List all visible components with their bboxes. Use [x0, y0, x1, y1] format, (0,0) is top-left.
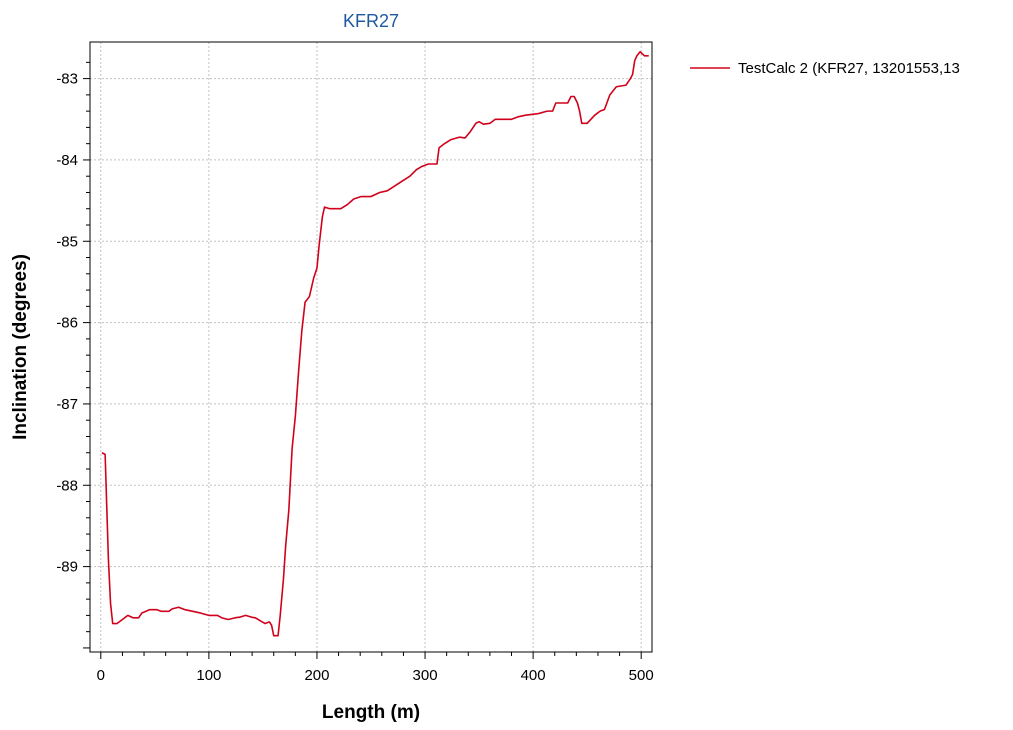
x-axis: 0 100 200 300 400 500: [97, 652, 654, 684]
x-tick-label: 400: [521, 667, 546, 684]
grid-layer: [90, 42, 652, 652]
legend-label: TestCalc 2 (KFR27, 13201553,13: [738, 60, 960, 77]
y-axis-label: Inclination (degrees): [10, 254, 31, 440]
x-tick-label: 300: [413, 667, 438, 684]
x-tick-label: 200: [304, 667, 329, 684]
x-tick-label: 0: [97, 667, 105, 684]
x-tick-label: 100: [196, 667, 221, 684]
y-tick-label: -83: [56, 71, 78, 88]
y-tick-label: -84: [56, 152, 78, 169]
plot-border: [89, 41, 653, 653]
chart-title: KFR27: [343, 11, 399, 31]
y-tick-label: -87: [56, 396, 78, 413]
y-tick-label: -89: [56, 559, 78, 576]
series-line: [101, 50, 649, 637]
x-axis-label: Length (m): [322, 702, 420, 723]
y-axis: -83 -84 -85 -86 -87 -88 -89: [56, 61, 90, 649]
legend: TestCalc 2 (KFR27, 13201553,13: [690, 60, 960, 77]
plot-area: [89, 41, 653, 653]
y-tick-label: -85: [56, 233, 78, 250]
x-tick-label: 500: [629, 667, 654, 684]
series-layer: [101, 50, 649, 637]
y-tick-label: -86: [56, 315, 78, 332]
y-tick-label: -88: [56, 477, 78, 494]
